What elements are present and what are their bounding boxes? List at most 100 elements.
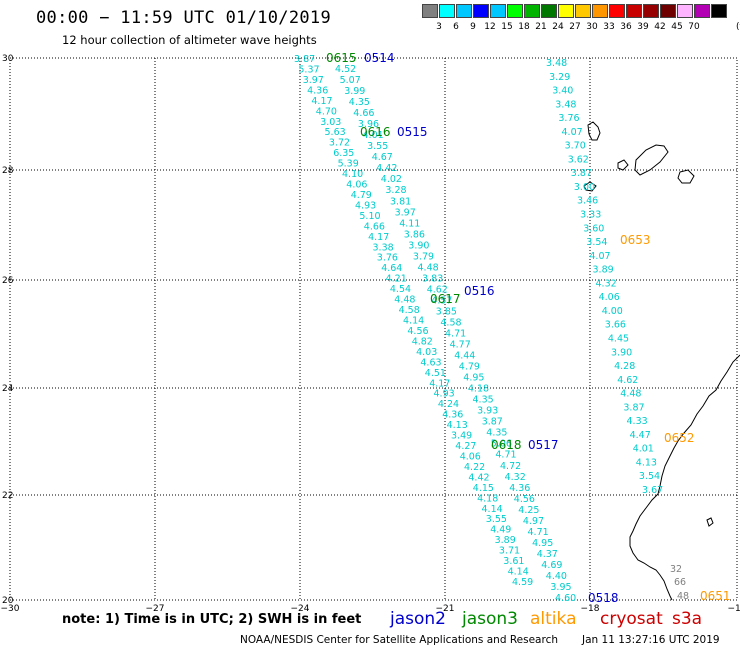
- track-b-value: 3.93: [477, 406, 498, 417]
- x-tick-label: −21: [436, 604, 455, 614]
- islet: [706, 517, 714, 527]
- legend-swatch: [558, 4, 574, 18]
- track-b-value: 4.58: [440, 318, 461, 329]
- track-c-value: 3.00: [574, 182, 595, 193]
- track-c-value: 4.32: [596, 278, 617, 289]
- track-b-value: 3.95: [550, 582, 571, 593]
- legend-label: 6: [453, 22, 459, 32]
- track-c-value: 4.07: [589, 251, 610, 262]
- track-a-value: 4.63: [420, 357, 441, 368]
- track-b-value: 3.83: [422, 273, 443, 284]
- legend-label: 33: [603, 22, 615, 32]
- legend-label: 15: [501, 22, 513, 32]
- track-b-value: 4.79: [459, 362, 480, 373]
- pass-label-0515: 0515: [397, 125, 428, 139]
- track-c-value: 4.62: [617, 375, 638, 386]
- track-b-value: 4.97: [523, 516, 544, 527]
- x-tick-label: −27: [146, 604, 165, 614]
- altimeter-tracks: 3.875.373.974.364.174.703.035.633.726.35…: [294, 54, 689, 604]
- track-a-value: 4.58: [399, 305, 420, 316]
- legend-swatch: [711, 4, 727, 18]
- legend-swatch: [677, 4, 693, 18]
- track-c-value: 3.46: [577, 196, 598, 207]
- track-a-value: 4.15: [473, 483, 494, 494]
- track-b-value: 4.69: [541, 560, 562, 571]
- track-c-value: 4.07: [562, 127, 583, 138]
- track-c-value: 66: [674, 577, 686, 588]
- pass-label-0516: 0516: [464, 284, 495, 298]
- pass-label-0653: 0653: [620, 233, 651, 247]
- map-subtitle: 12 hour collection of altimeter wave hei…: [62, 33, 317, 47]
- legend-swatch: [524, 4, 540, 18]
- track-a-value: 3.72: [329, 138, 350, 149]
- track-c-value: 4.28: [614, 361, 635, 372]
- track-a-value: 6.35: [333, 148, 354, 159]
- track-c-value: 3.70: [565, 141, 586, 152]
- footer-timestamp: Jan 11 13:27:16 UTC 2019: [582, 634, 720, 646]
- track-b-value: 3.87: [482, 417, 503, 428]
- track-a-value: 4.93: [355, 200, 376, 211]
- track-b-value: 4.37: [537, 549, 558, 560]
- track-b-value: 4.95: [532, 538, 553, 549]
- track-b-value: 5.06: [491, 439, 512, 450]
- pass-label-0617: 0617: [430, 292, 461, 306]
- legend-swatch: [422, 4, 438, 18]
- pass-label-0615: 0615: [326, 51, 357, 65]
- legend-swatch: [694, 4, 710, 18]
- track-b-value: 4.56: [514, 494, 535, 505]
- track-a-value: 4.24: [438, 399, 459, 410]
- legend-label: 42: [654, 22, 666, 32]
- track-b-value: 4.71: [445, 329, 466, 340]
- track-c-value: 3.48: [555, 99, 576, 110]
- map-frame: [9, 57, 738, 601]
- legend-jason2: jason2: [390, 609, 446, 629]
- track-c-value: 3.62: [568, 154, 589, 165]
- note-text: note: 1) Time is in UTC; 2) SWH is in fe…: [62, 612, 362, 627]
- track-b-value: 4.67: [372, 152, 393, 163]
- track-b-value: 4.42: [376, 163, 397, 174]
- track-b-value: 4.44: [454, 351, 475, 362]
- track-c-value: 3.87: [623, 402, 644, 413]
- track-b-value: 4.71: [495, 450, 516, 461]
- track-c-value: 3.54: [639, 471, 660, 482]
- track-a-value: 4.79: [351, 190, 372, 201]
- track-c-value: 3.54: [586, 237, 607, 248]
- island-gomera: [617, 159, 629, 171]
- track-a-value: 4.18: [477, 493, 498, 504]
- legend-label: 39: [637, 22, 649, 32]
- legend-label: 3: [436, 22, 442, 32]
- track-a-value: 4.17: [429, 378, 450, 389]
- legend-swatch: [456, 4, 472, 18]
- track-a-value: 5.10: [359, 211, 380, 222]
- track-b-value: 4.95: [463, 373, 484, 384]
- track-a-value: 4.49: [490, 525, 511, 536]
- track-a-value: 4.10: [342, 169, 363, 180]
- map-title: 00:00 − 11:59 UTC 01/10/2019: [36, 8, 331, 28]
- legend-label: 9: [470, 22, 476, 32]
- legend-swatch: [490, 4, 506, 18]
- track-b-value: 4.60: [555, 593, 576, 604]
- track-a-value: 5.63: [325, 127, 346, 138]
- track-a-value: 3.38: [373, 242, 394, 253]
- track-c-value: 3.33: [580, 210, 601, 221]
- track-c-value: 4.47: [630, 430, 651, 441]
- track-a-value: 4.14: [482, 504, 503, 515]
- track-a-value: 5.39: [338, 159, 359, 170]
- coast-africa: [629, 354, 740, 601]
- x-tick-label: −24: [291, 604, 310, 614]
- track-a-value: 4.54: [390, 284, 411, 295]
- legend-unit: (ft): [736, 22, 740, 32]
- track-c-value: 3.90: [611, 347, 632, 358]
- track-c-value: 3.29: [549, 72, 570, 83]
- y-tick-label: 24: [2, 384, 14, 394]
- track-b-value: 4.57: [431, 295, 452, 306]
- legend-label: 24: [552, 22, 564, 32]
- track-a-value: 4.59: [512, 577, 533, 588]
- track-c-value: 3.40: [552, 86, 573, 97]
- track-c-value: 4.00: [602, 306, 623, 317]
- track-c-value: 4.48: [620, 389, 641, 400]
- legend-swatch: [507, 4, 523, 18]
- x-tick-label: −30: [1, 604, 20, 614]
